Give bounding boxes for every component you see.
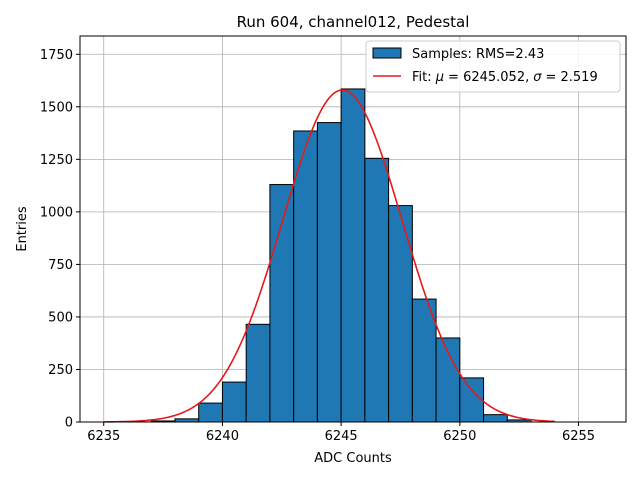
histogram-bar <box>340 88 366 423</box>
y-tick-label: 750 <box>48 258 73 273</box>
x-tick-label: 6240 <box>206 429 239 444</box>
legend: Samples: RMS=2.43 Fit: μ = 6245.052, σ = 2.… <box>365 40 621 93</box>
y-tick-label: 250 <box>48 363 73 378</box>
plot-frame <box>79 35 627 423</box>
legend-frame <box>365 40 621 93</box>
legend-fit-sigma-value: = 2.519 <box>545 70 597 85</box>
y-tick-label: 0 <box>65 416 73 431</box>
x-axis-label: ADC Counts <box>314 451 392 466</box>
x-tick-label: 6255 <box>562 429 595 444</box>
x-axis-ticks: 6235 6240 6245 6250 6255 <box>87 422 595 444</box>
histogram-bar <box>316 122 342 423</box>
y-axis-label: Entries <box>15 206 30 252</box>
histogram-bar <box>221 381 247 423</box>
fit-curve <box>103 89 555 423</box>
y-tick-label: 1250 <box>40 153 73 168</box>
chart-title: Run 604, channel012, Pedestal <box>237 13 470 31</box>
y-tick-label: 1000 <box>40 205 73 220</box>
legend-label-samples: Samples: RMS=2.43 <box>412 47 544 62</box>
histogram-bar <box>245 323 271 423</box>
histogram-bar <box>483 414 508 423</box>
legend-fit-sigma-symbol: σ <box>533 70 542 85</box>
legend-fit-mu-symbol: μ <box>435 70 444 85</box>
legend-label-fit: Fit: μ = 6245.052, σ = 2.519 <box>412 70 598 85</box>
y-tick-label: 500 <box>48 310 73 325</box>
y-tick-label: 1750 <box>40 48 73 63</box>
histogram-bars <box>150 88 532 423</box>
histogram-bar <box>364 157 390 423</box>
histogram-bar <box>459 377 485 423</box>
histogram-bar <box>198 402 223 423</box>
legend-fit-prefix: Fit: <box>412 70 436 85</box>
x-tick-label: 6250 <box>443 429 476 444</box>
y-tick-label: 1500 <box>40 100 73 115</box>
x-tick-label: 6245 <box>325 429 358 444</box>
y-axis-ticks: 0 250 500 750 1000 1250 1500 1750 <box>40 48 80 431</box>
histogram-bar <box>388 205 413 423</box>
legend-swatch-samples <box>372 47 402 59</box>
histogram-bar <box>269 184 295 423</box>
x-tick-label: 6235 <box>87 429 120 444</box>
legend-fit-mu-value: = 6245.052, <box>448 70 529 85</box>
